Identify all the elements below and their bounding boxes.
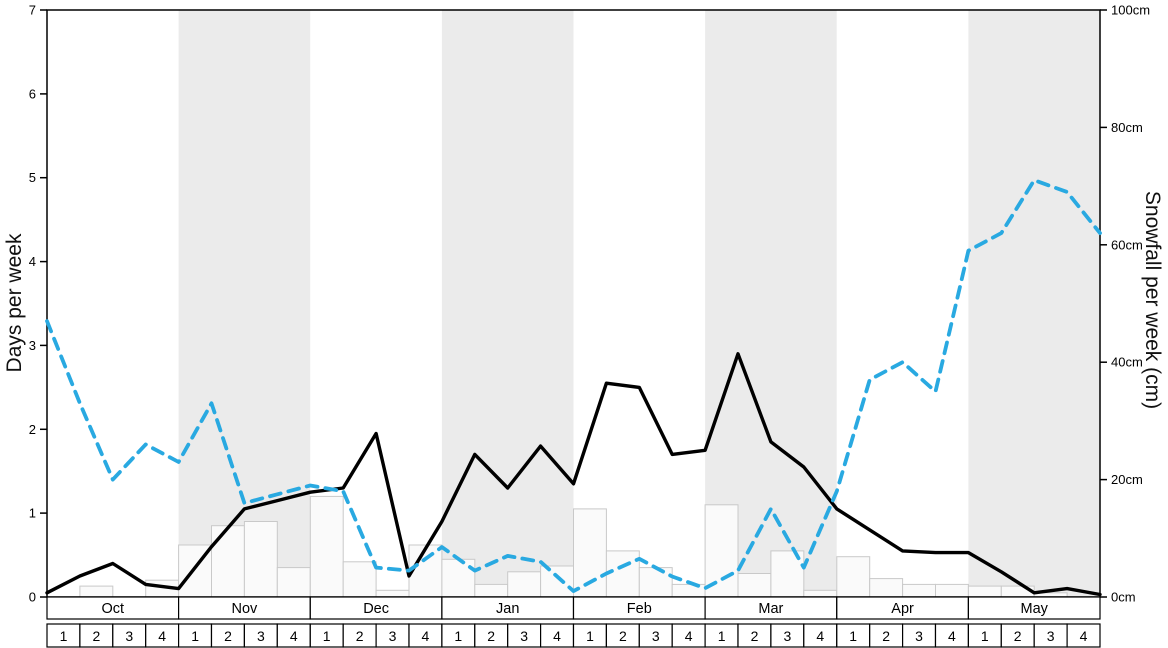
week-label: 2 <box>224 628 232 644</box>
month-label: May <box>1020 601 1048 617</box>
week-label: 4 <box>816 628 824 644</box>
weekly-bar <box>441 558 476 598</box>
right-axis-tick-label: 60cm <box>1111 237 1143 252</box>
left-axis-tick-label: 3 <box>29 338 36 353</box>
week-label: 2 <box>882 628 890 644</box>
month-label: Feb <box>627 601 652 617</box>
left-axis-tick-label: 5 <box>29 170 36 185</box>
weekly-bar <box>935 583 969 598</box>
month-label: Dec <box>363 601 389 617</box>
weekly-bar <box>704 504 739 598</box>
weekly-bar <box>342 561 377 598</box>
left-axis-tick-label: 7 <box>29 3 36 18</box>
week-label: 2 <box>93 628 101 644</box>
month-label: Nov <box>232 601 259 617</box>
weekly-bar <box>211 525 245 598</box>
weekly-bar <box>375 589 410 598</box>
week-label: 3 <box>389 628 397 644</box>
right-axis-tick-label: 20cm <box>1111 472 1143 487</box>
month-label: Apr <box>891 601 914 617</box>
week-label: 1 <box>323 628 331 644</box>
week-label: 1 <box>718 628 726 644</box>
week-label: 1 <box>60 628 68 644</box>
right-axis-tick-label: 0cm <box>1111 590 1136 605</box>
month-band <box>705 10 837 597</box>
week-label: 4 <box>948 628 956 644</box>
snowfall_per_week_cm-line <box>45 178 1102 593</box>
weekly-bar <box>869 578 904 598</box>
weekly-bar <box>79 585 114 598</box>
month-band <box>968 10 1100 597</box>
right-axis-tick-label: 100cm <box>1111 3 1150 18</box>
week-label: 1 <box>981 628 989 644</box>
weekly-bar <box>309 495 344 598</box>
week-label: 1 <box>586 628 594 644</box>
week-label: 4 <box>158 628 166 644</box>
week-cell <box>1066 623 1101 648</box>
left-axis-tick-label: 6 <box>29 86 36 101</box>
week-label: 3 <box>257 628 265 644</box>
week-label: 1 <box>454 628 462 644</box>
week-label: 2 <box>1014 628 1022 644</box>
week-label: 1 <box>191 628 199 644</box>
week-label: 4 <box>553 628 561 644</box>
week-label: 2 <box>356 628 364 644</box>
month-label: Oct <box>102 601 125 617</box>
weekly-bar <box>836 556 871 598</box>
week-label: 3 <box>520 628 528 644</box>
weekly-bar <box>276 567 311 598</box>
weekly-bar <box>243 521 278 598</box>
week-label: 2 <box>487 628 495 644</box>
month-cell <box>967 596 1101 620</box>
right-axis-tick-label: 80cm <box>1111 120 1143 135</box>
weekly-bar <box>902 583 936 598</box>
right-axis-tick-label: 40cm <box>1111 355 1143 370</box>
month-label: Mar <box>758 601 783 617</box>
left-axis-tick-label: 1 <box>29 506 36 521</box>
left-axis-tick-label: 2 <box>29 422 36 437</box>
week-label: 3 <box>1047 628 1055 644</box>
weekly-bar <box>540 565 574 598</box>
left-axis-tick-label: 4 <box>29 254 36 269</box>
week-label: 4 <box>422 628 430 644</box>
weekly-bar <box>967 585 1002 598</box>
left-axis-tick-label: 0 <box>29 590 36 605</box>
weekly-bar <box>474 583 509 598</box>
week-label: 2 <box>751 628 759 644</box>
week-label: 1 <box>849 628 857 644</box>
month-label: Jan <box>496 601 519 617</box>
week-label: 3 <box>125 628 133 644</box>
weekly-bar <box>638 567 673 598</box>
week-label: 4 <box>1080 628 1088 644</box>
weekly-bar <box>803 589 838 598</box>
week-label: 4 <box>685 628 693 644</box>
week-label: 3 <box>784 628 792 644</box>
week-label: 3 <box>652 628 660 644</box>
weekly-bar <box>605 550 640 598</box>
days_per_week-line <box>45 352 1102 597</box>
week-label: 4 <box>290 628 298 644</box>
weekly-bar <box>507 571 542 598</box>
week-label: 3 <box>915 628 923 644</box>
month-band <box>441 10 574 597</box>
weekly-bar <box>671 583 706 598</box>
week-label: 2 <box>619 628 627 644</box>
weekly-bar <box>737 573 772 598</box>
